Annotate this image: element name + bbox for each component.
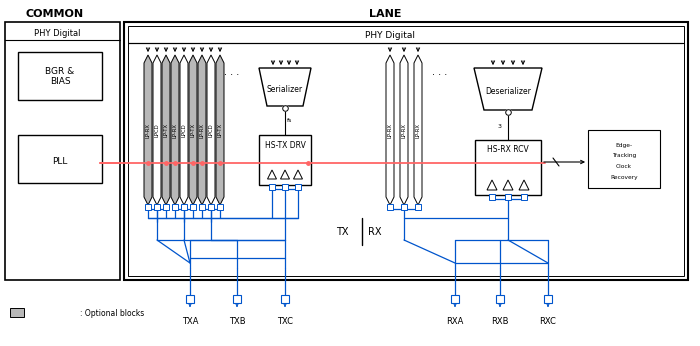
Polygon shape [386, 55, 394, 205]
Polygon shape [198, 55, 206, 205]
Bar [387, 204, 393, 210]
Polygon shape [171, 55, 179, 205]
Bar [269, 184, 275, 190]
Polygon shape [207, 55, 215, 205]
Text: : Optional blocks: : Optional blocks [80, 309, 144, 318]
Text: Deserializer: Deserializer [485, 86, 531, 95]
Bar [10, 308, 24, 317]
Polygon shape [216, 55, 224, 205]
Bar [128, 26, 684, 276]
Polygon shape [503, 180, 513, 190]
Bar [282, 184, 288, 190]
Text: RXB: RXB [491, 318, 509, 327]
Bar [5, 22, 120, 280]
Bar [281, 295, 289, 303]
Polygon shape [519, 180, 529, 190]
Bar [415, 204, 421, 210]
Bar [401, 204, 407, 210]
Text: Tracking: Tracking [612, 154, 636, 158]
Text: . . .: . . . [225, 67, 239, 77]
Polygon shape [153, 55, 161, 205]
Polygon shape [400, 55, 408, 205]
Bar [18, 52, 102, 100]
Text: LPCD: LPCD [209, 123, 214, 137]
Text: TXA: TXA [182, 318, 198, 327]
Text: LPCD: LPCD [155, 123, 160, 137]
Bar [259, 135, 311, 185]
Bar [521, 194, 527, 200]
Text: LP-TX: LP-TX [164, 123, 169, 137]
Text: COMMON: COMMON [26, 9, 84, 19]
Polygon shape [189, 55, 197, 205]
Polygon shape [267, 170, 276, 179]
Text: Edge-: Edge- [615, 143, 633, 147]
Text: HS-RX RCV: HS-RX RCV [487, 146, 529, 155]
Polygon shape [259, 68, 311, 106]
Bar [163, 204, 169, 210]
Text: . . .: . . . [433, 67, 447, 77]
Bar [186, 295, 194, 303]
Text: Serializer: Serializer [267, 84, 303, 93]
Text: Clock: Clock [616, 164, 632, 170]
Text: RXC: RXC [540, 318, 557, 327]
Text: HS-TX DRV: HS-TX DRV [265, 140, 305, 149]
Text: BGR &: BGR & [46, 67, 75, 76]
Bar [588, 130, 660, 188]
Text: TXC: TXC [277, 318, 293, 327]
Text: LP-RX: LP-RX [388, 122, 393, 137]
Bar [505, 194, 511, 200]
Bar [172, 204, 178, 210]
Text: LP-TX: LP-TX [218, 123, 223, 137]
Bar [154, 204, 160, 210]
Polygon shape [487, 180, 497, 190]
Polygon shape [474, 68, 542, 110]
Polygon shape [293, 170, 302, 179]
Bar [233, 295, 241, 303]
Polygon shape [162, 55, 170, 205]
Bar [489, 194, 495, 200]
Polygon shape [144, 55, 152, 205]
Text: PHY Digital: PHY Digital [365, 30, 415, 39]
Bar [124, 22, 688, 280]
Polygon shape [180, 55, 188, 205]
Bar [451, 295, 459, 303]
Text: LANE: LANE [369, 9, 401, 19]
Text: TX: TX [336, 227, 349, 237]
Bar [199, 204, 205, 210]
Text: PHY Digital: PHY Digital [34, 28, 80, 37]
Text: RXA: RXA [447, 318, 463, 327]
Bar [217, 204, 223, 210]
Bar [181, 204, 187, 210]
Bar [18, 135, 102, 183]
Text: LP-RX: LP-RX [146, 122, 150, 137]
Text: LP-RX: LP-RX [199, 122, 204, 137]
Text: 3: 3 [498, 125, 502, 129]
Text: LP-RX: LP-RX [402, 122, 407, 137]
Bar [295, 184, 301, 190]
Text: LP-RX: LP-RX [416, 122, 421, 137]
Text: LP-TX: LP-TX [190, 123, 195, 137]
Text: RX: RX [368, 227, 382, 237]
Bar [475, 140, 541, 195]
Bar [496, 295, 504, 303]
Text: LP-RX: LP-RX [172, 122, 178, 137]
Text: fs: fs [287, 118, 293, 123]
Text: TXB: TXB [229, 318, 245, 327]
Polygon shape [281, 170, 290, 179]
Bar [145, 204, 151, 210]
Bar [544, 295, 552, 303]
Text: PLL: PLL [52, 156, 68, 165]
Text: Recovery: Recovery [610, 175, 638, 181]
Text: BIAS: BIAS [50, 78, 70, 86]
Bar [190, 204, 196, 210]
Polygon shape [414, 55, 422, 205]
Text: LPCD: LPCD [181, 123, 186, 137]
Bar [208, 204, 214, 210]
